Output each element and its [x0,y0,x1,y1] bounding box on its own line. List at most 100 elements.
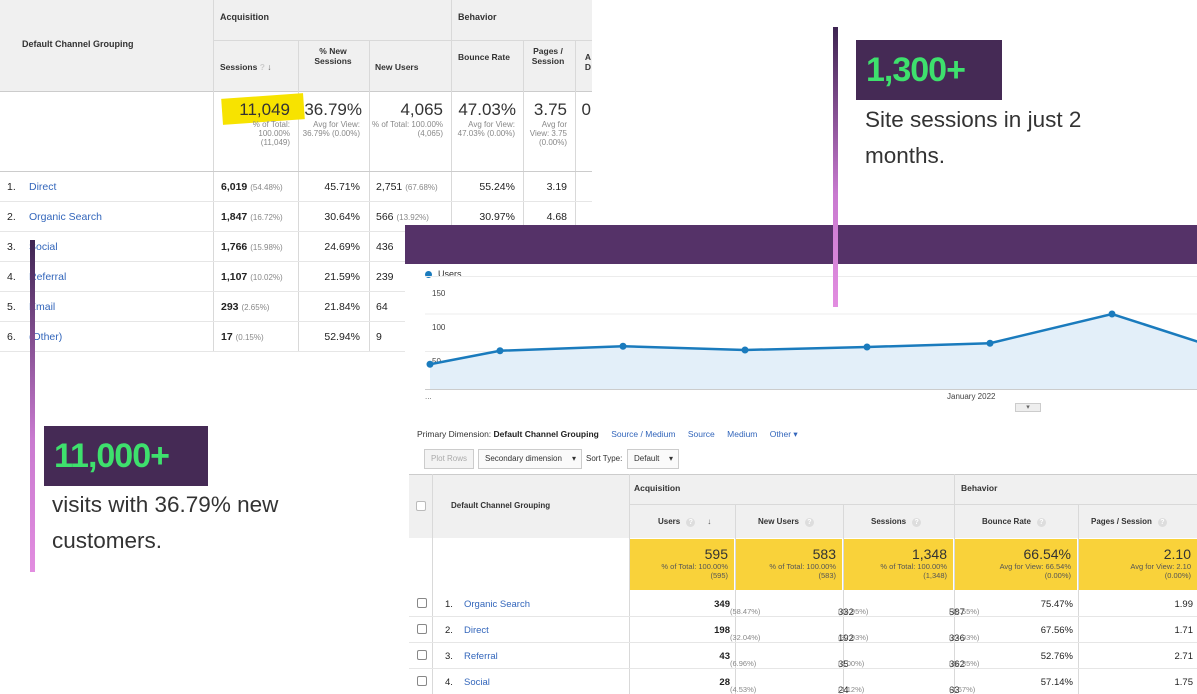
col-pages-session[interactable]: Pages / Session? [1091,517,1167,527]
row-checkbox[interactable] [417,676,427,686]
row-channel-link[interactable]: Referral [29,271,67,283]
col-bounce-rate[interactable]: Bounce Rate [458,52,510,62]
col-truncated[interactable]: A D [584,52,592,72]
row-users: 28 [719,677,730,688]
row-bounce: 57.14% [1040,677,1073,688]
sort-type-select[interactable]: Default ▾ [627,449,679,469]
dim-link-medium[interactable]: Medium [727,429,758,439]
row-pages: 1.99 [1174,599,1194,610]
chart-legend[interactable]: Users [425,269,462,279]
data-point[interactable] [496,347,504,355]
row-channel-link[interactable]: Email [29,301,56,313]
row-new-users-pct: (13.92%) [396,213,429,222]
series-line-users [429,312,1197,366]
row-new-users: 24 [838,685,849,694]
row-checkbox[interactable] [417,624,427,634]
row-index: 2. [7,211,16,223]
row-index: 4. [445,677,453,688]
row-new-users-pct: (4.12%) [838,685,865,694]
total-value: 583 [812,546,836,562]
row-sessions: 17 [221,331,233,343]
row-checkbox[interactable] [417,650,427,660]
total-sub: % of Total: 100.00% (595) [661,562,728,580]
select-all-checkbox[interactable] [416,501,426,511]
row-sessions-pct: (24.93%) [949,633,980,642]
row-new-sessions: 24.69% [324,241,360,253]
plot-rows-button[interactable]: Plot Rows [424,449,475,469]
row-index: 5. [7,301,16,313]
row-channel-link[interactable]: (Other) [29,331,63,343]
row-sessions-pct: (0.15%) [235,333,264,342]
row-channel-link[interactable]: Direct [29,181,57,193]
dimension-header[interactable]: Default Channel Grouping [451,501,551,510]
table-row: 6. (Other) 17 (0.15%) 52.94% 9 [0,322,592,352]
col-new-users[interactable]: New Users [375,62,419,72]
dropdown-caret-icon: ▾ [571,454,576,463]
col-new-users[interactable]: New Users? [758,517,814,527]
row-channel-link[interactable]: Direct [464,625,489,636]
data-point[interactable] [619,342,627,350]
row-new-users: 192 [838,633,854,644]
row-index: 2. [445,625,453,636]
table-row: 5. Email 293 (2.65%) 21.84% 64 [0,292,592,322]
x-axis-ellipsis: ... [425,392,432,401]
row-new-users-pct: (32.93%) [838,633,869,642]
col-sessions[interactable]: Sessions ? ↓ [220,62,272,72]
data-point[interactable] [1108,310,1116,318]
col-sessions[interactable]: Sessions? [871,517,922,527]
total-bounce-sub: Avg for View: 47.03% (0.00%) [457,120,515,138]
dim-link-source[interactable]: Source [687,429,715,439]
total-new-sessions-sub: Avg for View: 36.79% (0.00%) [302,120,360,138]
row-channel-link[interactable]: Organic Search [464,599,531,610]
row-sessions: 6,019 [221,181,248,193]
row-new-users: 35 [838,659,849,670]
analytics-report-recent: Users 150 100 50 ... January 2022 ▾ Prim… [405,264,1197,694]
dim-link-other[interactable]: Other ▾ [769,429,798,439]
row-sessions-pct: (15.98%) [250,243,283,252]
data-point[interactable] [741,346,749,354]
col-pages-session[interactable]: Pages / Session [531,46,565,66]
row-channel-link[interactable]: Referral [464,651,498,662]
accent-bar [405,225,1197,264]
total-extra: 0 [581,100,591,119]
row-bounce: 67.56% [1040,625,1073,636]
row-pages: 1.71 [1174,625,1194,636]
row-sessions: 587 [949,607,965,618]
row-sessions-pct: (16.72%) [250,213,283,222]
col-users[interactable]: Users? ↓ [658,517,712,527]
group-behavior: Behavior [458,12,497,22]
data-point[interactable] [863,343,871,351]
row-channel-link[interactable]: Social [29,241,58,253]
dim-link-source-medium[interactable]: Source / Medium [611,429,676,439]
row-index: 4. [7,271,16,283]
row-sessions-pct: (4.67%) [949,685,976,694]
col-bounce-rate[interactable]: Bounce Rate? [982,517,1046,527]
group-behavior: Behavior [961,483,998,493]
row-checkbox[interactable] [417,598,427,608]
data-point[interactable] [426,360,434,368]
data-point[interactable] [986,339,994,347]
stat-visits-caption: visits with 36.79% new customers. [52,492,279,553]
row-sessions-pct: (10.02%) [250,273,283,282]
row-channel-link[interactable]: Social [464,677,490,688]
row-sessions: 1,847 [221,211,248,223]
group-acquisition: Acquisition [634,483,681,493]
row-bounce: 30.97% [479,211,515,223]
row-new-users-pct: (67.68%) [405,183,438,192]
primary-dimension-value[interactable]: Default Channel Grouping [493,429,599,439]
col-new-sessions[interactable]: % New Sessions [314,46,352,66]
table-header [409,474,1197,538]
row-bounce: 75.47% [1040,599,1073,610]
primary-dimension: Primary Dimension: Default Channel Group… [417,429,798,439]
secondary-dimension-select[interactable]: Secondary dimension ▾ [478,449,582,469]
collapse-chart-icon[interactable]: ▾ [1015,403,1041,412]
row-channel-link[interactable]: Organic Search [29,211,102,223]
row-new-users-pct: (56.95%) [838,607,869,616]
users-line-chart [425,276,1197,390]
row-new-sessions: 52.94% [324,331,360,343]
total-cell-bounce [955,539,1077,590]
table-row: 1. Direct 6,019 (54.48%) 45.71% 2,751 (67.68… [0,172,592,202]
table-row: 2. Organic Search 1,847 (16.72%) 30.64% 566 … [0,202,592,232]
dimension-header[interactable]: Default Channel Grouping [22,39,134,49]
accent-line [30,240,35,572]
